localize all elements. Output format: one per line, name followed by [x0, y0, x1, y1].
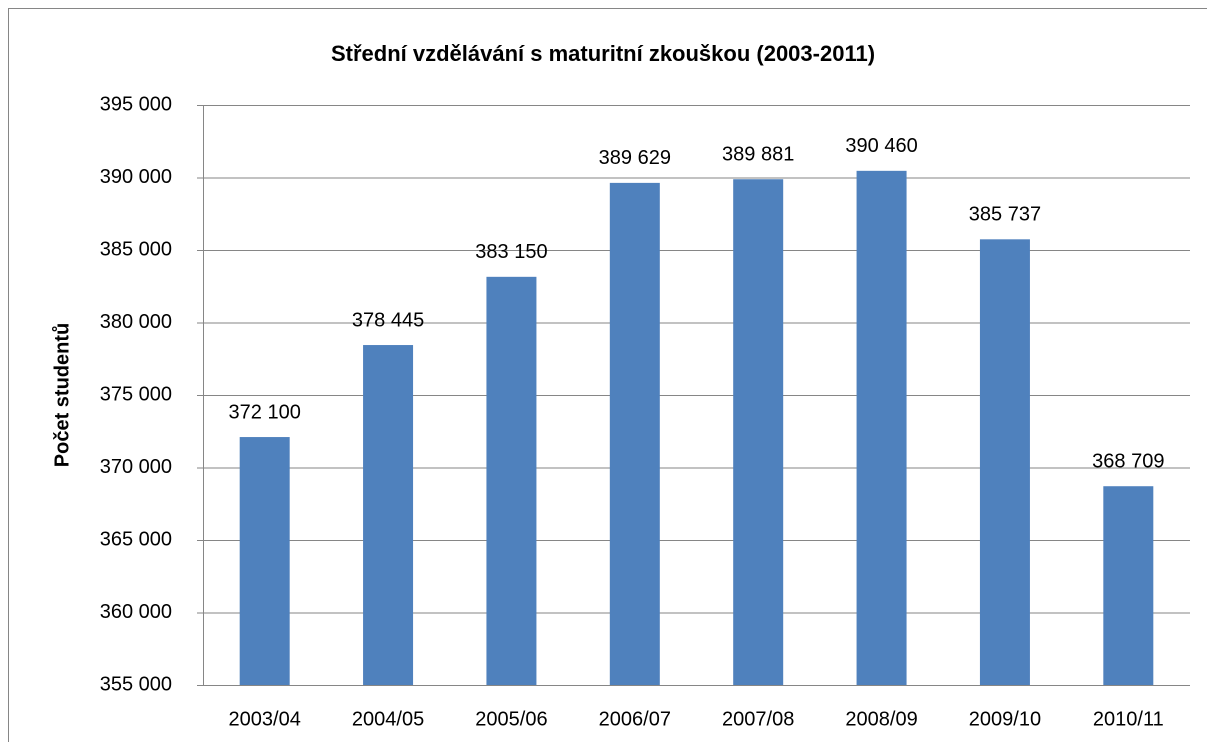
x-tick-label: 2004/05: [352, 708, 424, 730]
data-label: 372 100: [229, 401, 301, 423]
chart-frame: [8, 8, 1207, 742]
y-tick-label: 365 000: [100, 528, 172, 550]
bar: [856, 170, 907, 685]
bar: [979, 239, 1030, 685]
bar: [1103, 486, 1154, 685]
y-axis-label: Počet studentů: [51, 323, 73, 467]
bar: [609, 182, 660, 685]
data-label: 383 150: [475, 241, 547, 263]
x-tick-label: 2003/04: [229, 708, 301, 730]
data-label: 390 460: [845, 135, 917, 157]
y-tick-label: 380 000: [100, 311, 172, 333]
y-tick-label: 385 000: [100, 238, 172, 260]
x-tick-label: 2007/08: [722, 708, 794, 730]
y-tick-label: 395 000: [100, 93, 172, 115]
x-tick-label: 2006/07: [599, 708, 671, 730]
y-tick-label: 360 000: [100, 601, 172, 623]
x-tick-label: 2005/06: [475, 708, 547, 730]
y-tick-label: 370 000: [100, 456, 172, 478]
y-tick-label: 355 000: [100, 673, 172, 695]
x-tick-label: 2009/10: [969, 708, 1041, 730]
data-label: 385 737: [969, 204, 1041, 226]
bar: [363, 345, 414, 685]
data-label: 389 629: [599, 147, 671, 169]
x-tick-label: 2010/11: [1093, 708, 1164, 730]
bar: [486, 276, 537, 685]
y-tick-label: 390 000: [100, 166, 172, 188]
bar: [733, 179, 784, 685]
x-tick-label: 2008/09: [845, 708, 917, 730]
data-label: 368 709: [1092, 451, 1164, 473]
bar: [239, 437, 290, 685]
chart-title: Střední vzdělávání s maturitní zkouškou …: [331, 41, 875, 66]
data-label: 389 881: [722, 144, 794, 166]
data-label: 378 445: [352, 309, 424, 331]
y-tick-label: 375 000: [100, 383, 172, 405]
